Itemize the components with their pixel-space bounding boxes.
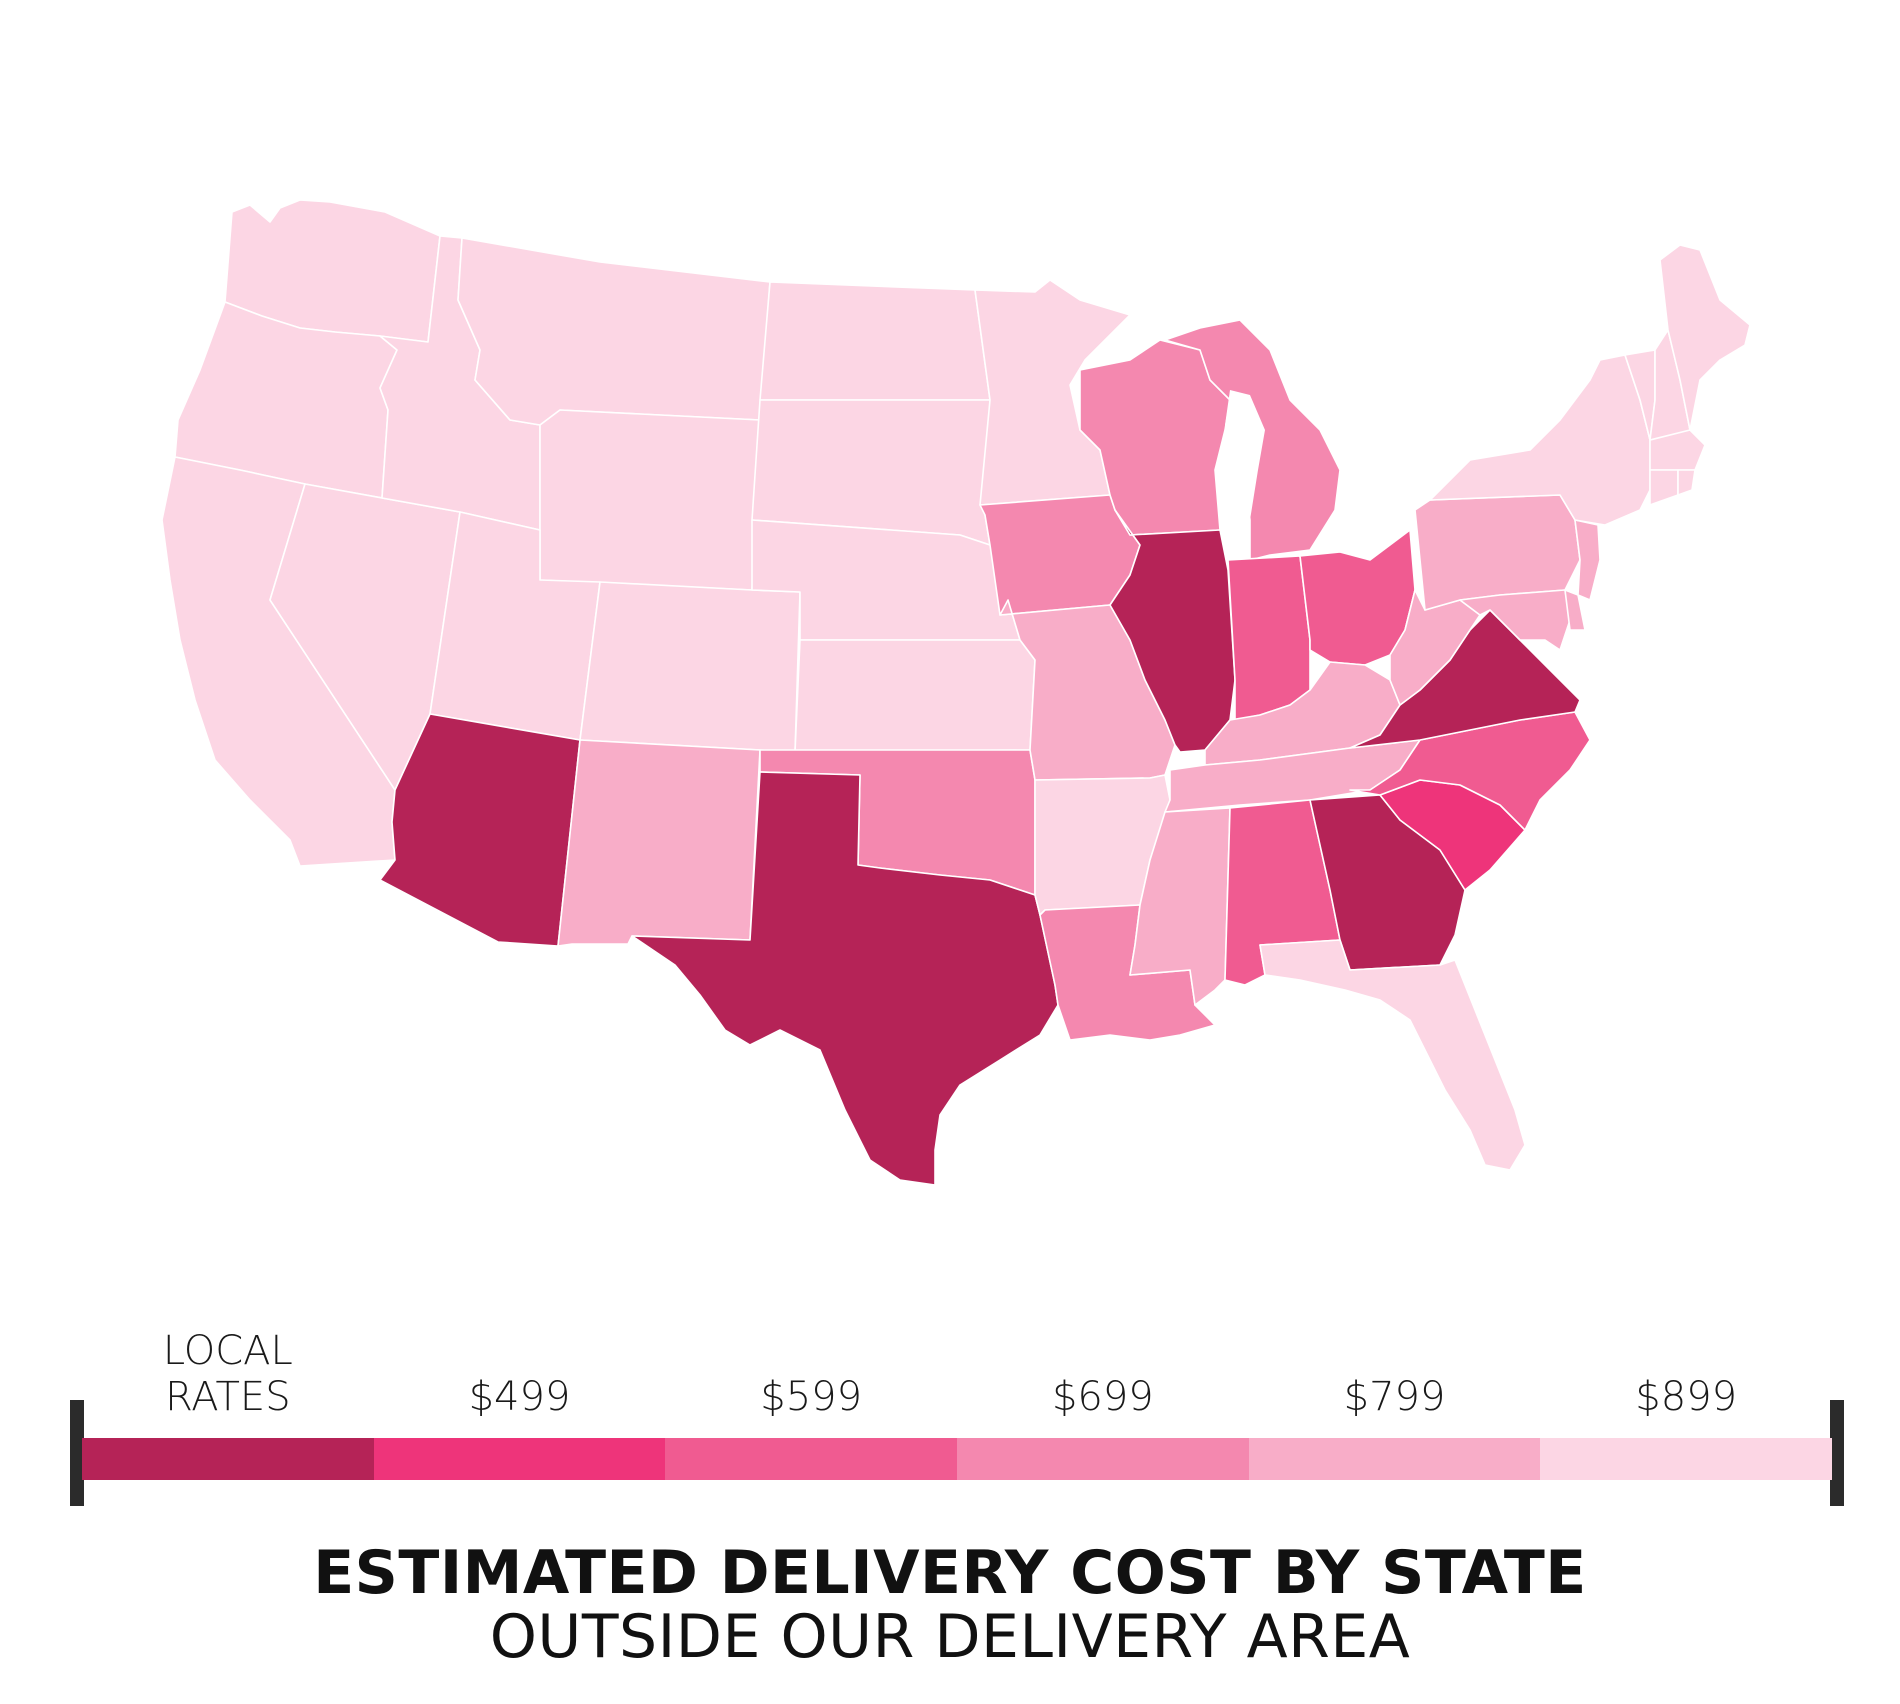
state-tx xyxy=(631,771,1059,1186)
state-md xyxy=(1459,589,1571,651)
state-fl xyxy=(1259,939,1526,1171)
state-wy xyxy=(539,409,761,591)
state-nc xyxy=(1349,711,1591,831)
legend-label-local: LOCAL RATES xyxy=(162,1328,293,1420)
map-title: ESTIMATED DELIVERY COST BY STATE xyxy=(313,1538,1587,1608)
state-ct xyxy=(1649,469,1679,506)
state-nj xyxy=(1574,519,1601,601)
legend-swatch-599 xyxy=(665,1438,958,1480)
state-wv xyxy=(1389,589,1481,706)
legend-labels: LOCAL RATES $499 $599 $699 $799 $899 xyxy=(82,1320,1832,1420)
state-nm xyxy=(557,739,761,947)
legend-swatch-699 xyxy=(957,1438,1249,1480)
state-in xyxy=(1227,555,1311,721)
legend-label-799: $799 xyxy=(1343,1374,1446,1420)
legend-label-599: $599 xyxy=(760,1374,863,1420)
state-co xyxy=(579,581,801,753)
state-mt xyxy=(457,237,771,426)
state-de xyxy=(1564,589,1586,631)
state-nd xyxy=(759,281,991,401)
legend-swatch-799 xyxy=(1248,1438,1541,1480)
legend-swatch-local xyxy=(82,1438,374,1480)
map-subtitle: OUTSIDE OUR DELIVERY AREA xyxy=(489,1602,1411,1672)
cost-legend: LOCAL RATES $499 $599 $699 $799 $899 xyxy=(70,1320,1844,1510)
legend-label-699: $699 xyxy=(1051,1374,1154,1420)
legend-color-bar xyxy=(82,1438,1833,1480)
lake-michigan xyxy=(1225,390,1265,555)
legend-label-499: $499 xyxy=(468,1374,571,1420)
us-delivery-cost-map xyxy=(161,199,1751,1186)
legend-swatch-499 xyxy=(373,1438,666,1480)
state-wi xyxy=(1079,339,1231,536)
legend-swatch-899 xyxy=(1540,1438,1833,1480)
state-me xyxy=(1659,244,1751,431)
state-ri xyxy=(1677,469,1696,496)
legend-label-899: $899 xyxy=(1635,1374,1738,1420)
state-ma xyxy=(1649,429,1706,471)
state-ks xyxy=(794,639,1036,753)
legend-left-cap xyxy=(70,1400,84,1506)
legend-right-cap xyxy=(1830,1400,1844,1506)
